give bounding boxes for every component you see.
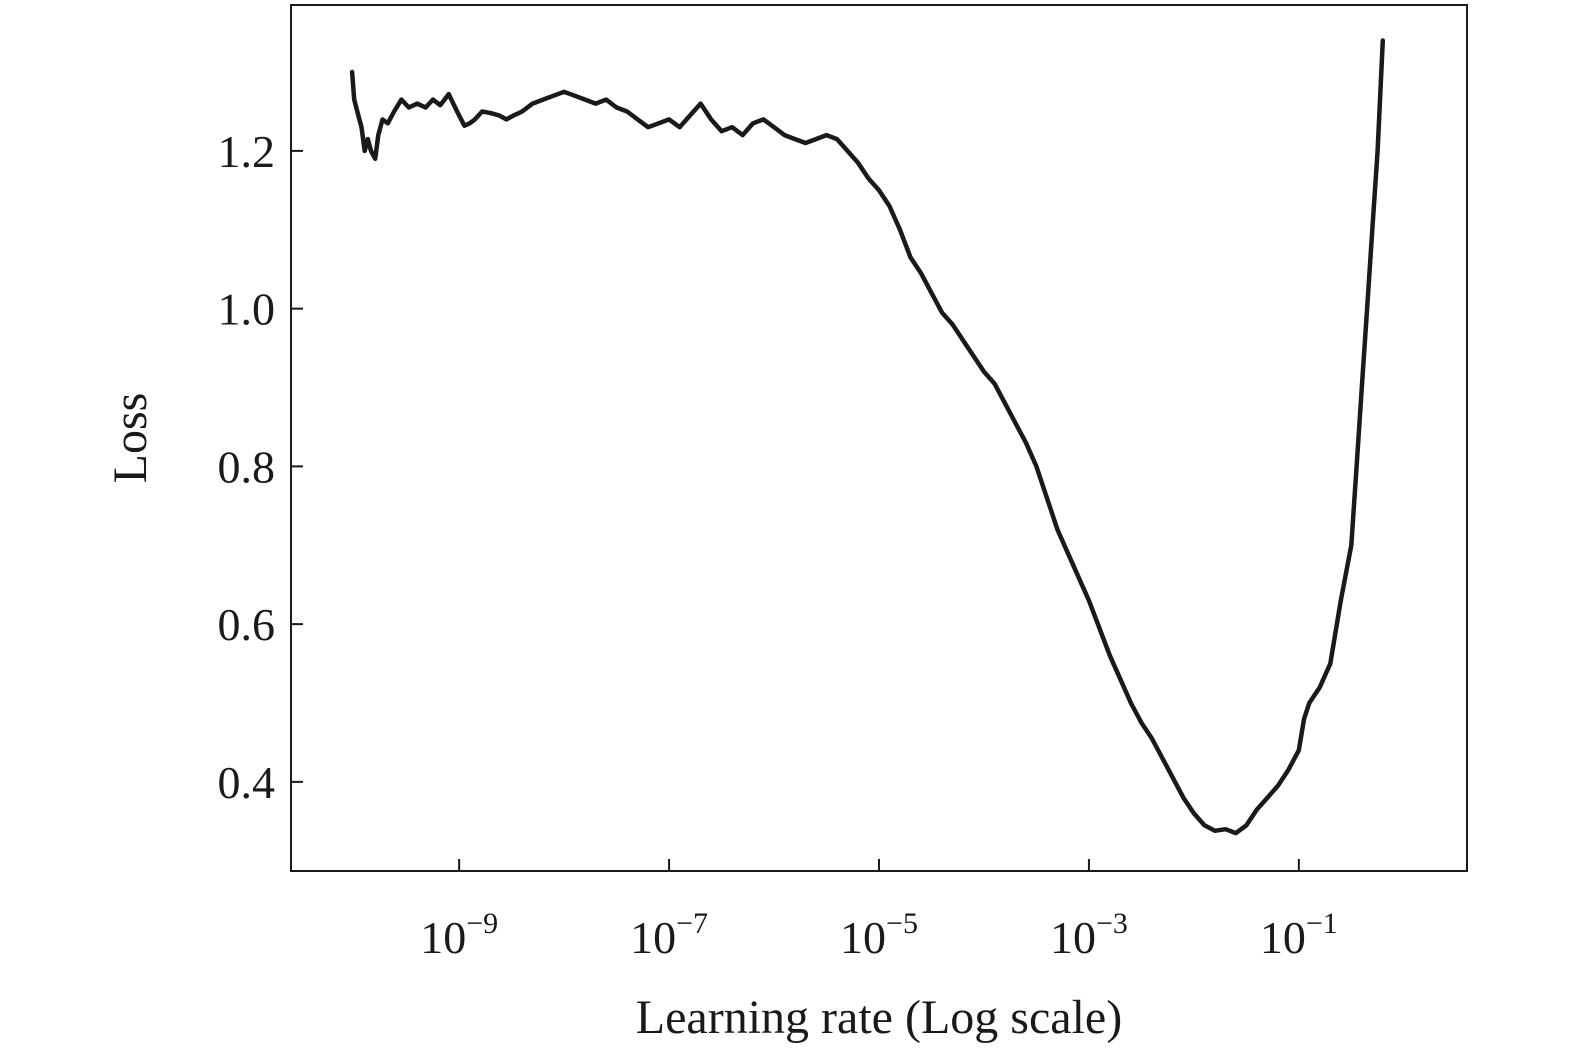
loss-curve — [349, 38, 1386, 836]
x-tick-label: 10−5 — [840, 907, 918, 963]
x-axis-label: Learning rate (Log scale) — [636, 991, 1122, 1044]
x-tick-label: 10−9 — [420, 907, 498, 963]
y-tick-label: 0.4 — [218, 757, 276, 808]
x-tick-label: 10−3 — [1050, 907, 1128, 963]
y-tick-label: 1.0 — [218, 284, 276, 335]
y-axis-ticks: 0.4 0.6 0.8 1.0 1.2 — [218, 126, 303, 808]
plot-frame — [290, 4, 1468, 872]
y-tick-label: 0.6 — [218, 599, 276, 650]
x-tick-label: 10−7 — [630, 907, 708, 963]
y-axis-label: Loss — [104, 393, 157, 484]
x-tick-label: 10−1 — [1260, 907, 1338, 963]
y-tick-label: 1.2 — [218, 126, 276, 177]
x-axis-ticks: 10−9 10−7 10−5 10−3 10−1 — [420, 859, 1338, 963]
y-tick-label: 0.8 — [218, 441, 276, 492]
